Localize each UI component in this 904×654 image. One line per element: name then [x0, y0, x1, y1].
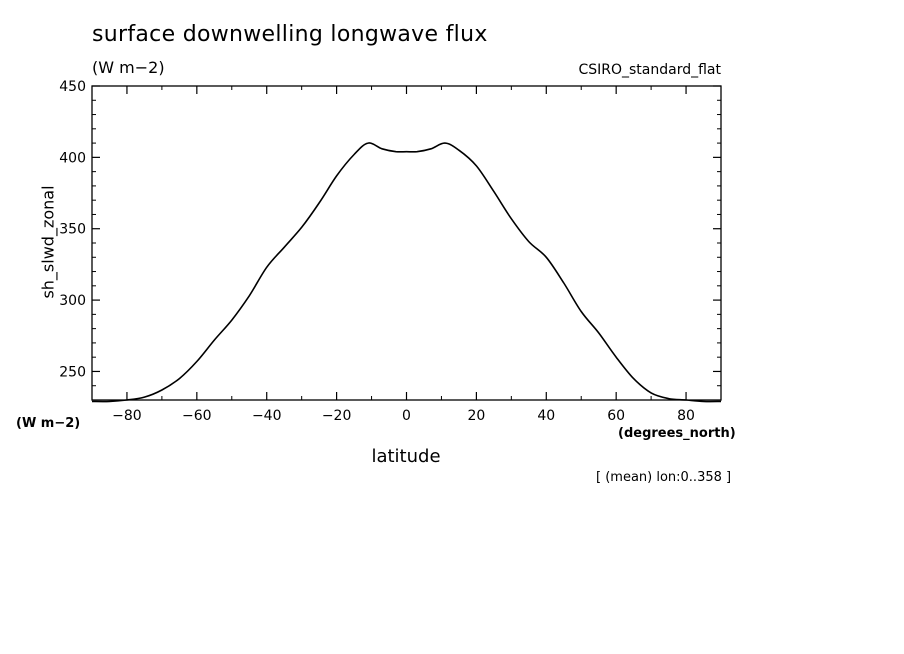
- x-tick-label: −20: [322, 408, 352, 424]
- y-tick-label: 400: [59, 150, 86, 166]
- x-tick-label: 80: [677, 408, 695, 424]
- x-tick-label: 60: [607, 408, 625, 424]
- x-tick-label: 20: [467, 408, 485, 424]
- x-tick-label: −60: [182, 408, 212, 424]
- averaging-note: [ (mean) lon:0..358 ]: [596, 470, 732, 485]
- model-name: CSIRO_standard_flat: [578, 62, 721, 78]
- title-units: (W m−2): [92, 58, 165, 77]
- y-axis-units: (W m−2): [16, 416, 81, 431]
- x-axis-units: (degrees_north): [618, 426, 736, 441]
- x-tick-label: −40: [252, 408, 282, 424]
- y-tick-label: 450: [59, 79, 86, 95]
- x-tick-label: −80: [112, 408, 142, 424]
- y-tick-label: 350: [59, 222, 86, 238]
- y-tick-label: 300: [59, 293, 86, 309]
- x-tick-label: 0: [402, 408, 411, 424]
- plot-frame: [91, 85, 722, 401]
- x-axis-label: latitude: [371, 446, 441, 467]
- x-tick-label: 40: [537, 408, 555, 424]
- series-line-0: [91, 142, 722, 403]
- y-tick-label: 250: [59, 364, 86, 380]
- chart-title: surface downwelling longwave flux: [92, 22, 488, 47]
